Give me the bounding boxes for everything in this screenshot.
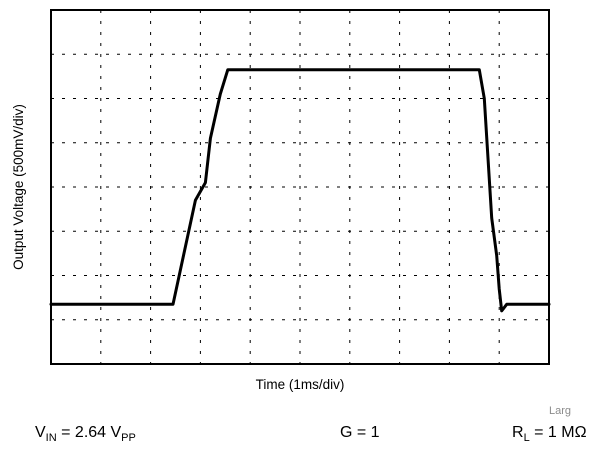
gain-value: G = 1 (340, 424, 380, 441)
x-axis-label: Time (1ms/div) (256, 377, 345, 392)
trace-layer (49, 68, 551, 313)
vin-symbol: V (35, 424, 46, 441)
corner-tag: Larg (549, 405, 572, 417)
vin-subscript: IN (45, 432, 57, 444)
condition-vin: VIN = 2.64 VPP (35, 423, 136, 444)
y-axis-label: Output Voltage (500mV/div) (11, 104, 26, 270)
condition-gain: G = 1 (340, 423, 380, 443)
grid (51, 10, 549, 364)
plot-frame (50, 9, 550, 365)
condition-rl: RL = 1 MΩ (512, 423, 587, 444)
rl-symbol: R (512, 424, 524, 441)
vin-value: = 2.64 V (61, 424, 122, 441)
rl-subscript: L (523, 432, 530, 444)
vin-unit-subscript: PP (121, 432, 136, 444)
rl-value: = 1 MΩ (534, 424, 587, 441)
output-voltage-trace (49, 68, 551, 313)
